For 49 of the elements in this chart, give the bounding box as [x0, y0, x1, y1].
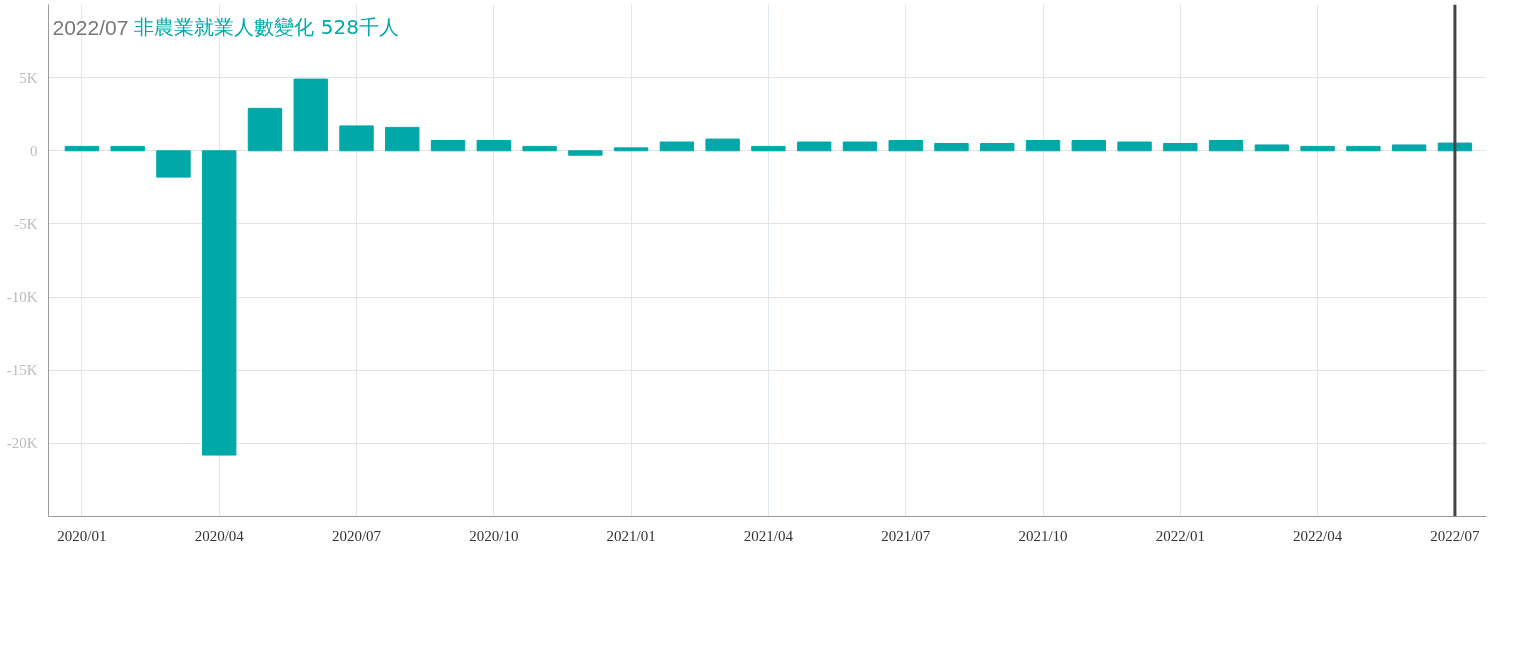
bar	[1208, 140, 1244, 152]
y-tick-label: -15K	[6, 362, 38, 379]
bar	[385, 126, 420, 152]
x-tick-label: 2022/07	[1430, 527, 1480, 544]
bar	[796, 141, 832, 152]
bar	[1254, 144, 1290, 152]
bar	[476, 140, 512, 152]
x-tick-label: 2020/04	[194, 527, 245, 544]
bar	[659, 141, 695, 152]
bar	[568, 150, 603, 156]
bar	[293, 78, 328, 152]
bar	[613, 147, 649, 152]
text: 2022/07 非農業就業人數變化 528千人	[52, 14, 399, 39]
bar	[202, 150, 237, 456]
y-tick-label: 5K	[19, 69, 38, 86]
x-tick-label: 2022/01	[1155, 527, 1205, 544]
x-tick-label: 2021/10	[1018, 527, 1068, 544]
bar	[1300, 145, 1335, 152]
bar	[842, 141, 878, 152]
bar	[1437, 142, 1473, 152]
x-tick-label: 2020/01	[57, 527, 107, 544]
bar	[934, 142, 969, 152]
y-tick-label: -5K	[14, 215, 38, 232]
bar	[339, 125, 374, 152]
bar	[522, 145, 557, 152]
bar	[430, 140, 466, 152]
bar	[705, 138, 740, 152]
bar	[110, 145, 145, 152]
x-tick-label: 2020/07	[331, 527, 382, 544]
bar	[1117, 141, 1152, 152]
bar	[247, 107, 283, 152]
x-tick-label: 2021/04	[743, 527, 794, 544]
y-tick-label: 0	[30, 142, 38, 159]
bar	[1163, 142, 1198, 152]
bar	[64, 145, 100, 152]
bar	[888, 140, 923, 152]
x-tick-label: 2022/04	[1293, 527, 1343, 544]
x-tick-label: 2020/10	[469, 527, 519, 544]
bar	[751, 145, 786, 152]
x-tick-label: 2021/07	[881, 527, 931, 544]
bar	[980, 142, 1015, 152]
bar	[1071, 140, 1106, 152]
bar	[1025, 140, 1061, 152]
x-tick-label: 2021/01	[606, 527, 656, 544]
y-tick-label: -20K	[6, 435, 38, 452]
bar	[156, 150, 191, 178]
bar	[1391, 144, 1427, 152]
bar	[1346, 145, 1381, 152]
y-tick-label: -10K	[6, 289, 38, 306]
